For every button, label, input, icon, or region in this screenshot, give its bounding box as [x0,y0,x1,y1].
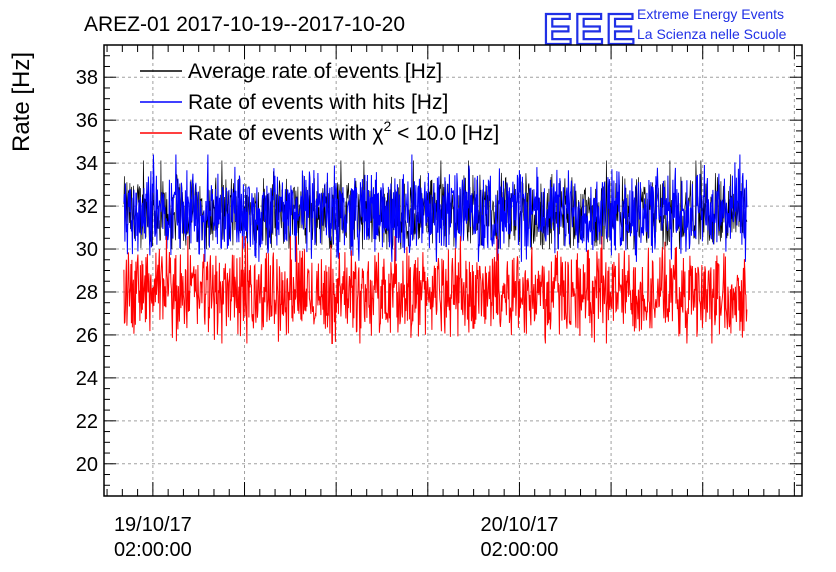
series-line-2 [123,236,748,344]
series-layer [123,154,748,344]
series-line-1 [123,154,748,262]
eee-logo: EEE Extreme Energy Events La Scienza nel… [542,4,787,55]
y-tick-label: 30 [76,239,98,261]
y-tick-label: 24 [76,368,98,390]
y-tick-label: 36 [76,110,98,132]
y-tick-label: 28 [76,282,98,304]
y-tick-label: 26 [76,325,98,347]
eee-logo-mark: EEE [543,5,637,54]
x-tick-label-date: 19/10/17 [114,514,192,536]
x-tick-label-date: 20/10/17 [481,514,559,536]
y-axis-label: Rate [Hz] [8,52,35,152]
y-tick-label: 32 [76,196,98,218]
logo-line-2: La Scienza nelle Scuole [637,26,787,42]
legend: Average rate of events [Hz] Rate of event… [140,60,499,145]
x-tick-label-time: 02:00:00 [481,539,559,561]
chart-title: AREZ-01 2017-10-19--2017-10-20 [84,13,405,36]
y-tick-label: 34 [76,153,98,175]
y-tick-label: 20 [76,454,98,476]
legend-entry-0: Average rate of events [Hz] [188,60,442,83]
legend-entry-1: Rate of events with hits [Hz] [188,91,448,114]
legend-entry-2: Rate of events with χ2 < 10.0 [Hz] [188,118,499,145]
x-tick-label-time: 02:00:00 [114,539,192,561]
y-tick-label: 22 [76,411,98,433]
y-tick-label: 38 [76,67,98,89]
logo-line-1: Extreme Energy Events [637,6,784,22]
axes: 20 22 24 26 28 30 32 34 36 38 19/10/17 02:00:00 20/1… [76,44,803,561]
